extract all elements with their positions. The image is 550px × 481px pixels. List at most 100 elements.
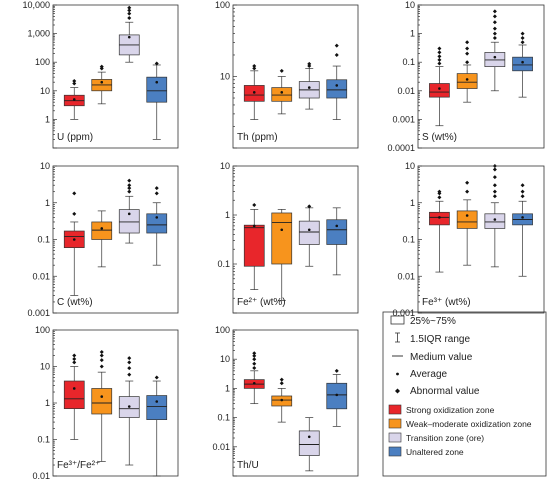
zone-label-weak-moderate: Weak–moderate oxidization zone: [406, 419, 532, 429]
legend-item-iqr-box: 25%~75%: [390, 315, 456, 327]
legend-zone-transition: Transition zone (ore): [388, 432, 484, 443]
plot-frame: [232, 4, 359, 149]
box-unaltered: [326, 43, 348, 120]
outlier-marker: [72, 353, 77, 358]
outlier-marker: [127, 189, 132, 194]
y-tick-label: 10,000: [22, 0, 50, 10]
y-tick-label: 100: [35, 57, 50, 67]
mean-marker: [252, 91, 256, 94]
box-unaltered: [326, 207, 348, 276]
box-strong: [243, 64, 265, 120]
outlier-marker: [492, 189, 497, 194]
outlier-marker: [520, 40, 525, 45]
outlier-marker: [127, 372, 132, 377]
y-tick-label: 0.1: [37, 435, 50, 445]
mean-marker: [335, 224, 339, 228]
iqr-box: [118, 209, 140, 234]
mean-marker: [72, 98, 76, 101]
y-tick-label: 0.01: [212, 442, 230, 452]
boxplot-panel: 1 10 100 1,000 10,000 U (ppm): [22, 0, 179, 149]
box-transition: [298, 204, 320, 267]
outlier-marker: [252, 357, 257, 362]
box-unaltered: [512, 31, 533, 98]
outlier-marker: [437, 189, 442, 194]
boxplot-panel: 0.001 0.01 0.1 1 10 C (wt%): [27, 161, 179, 318]
plot-frame: [232, 329, 359, 477]
box-transition: [484, 9, 506, 92]
boxplot-panel: 0.1 1 10 Fe²⁺ (wt%): [217, 161, 359, 314]
mean-marker: [127, 212, 131, 216]
box-unaltered: [326, 368, 348, 427]
mean-marker: [72, 387, 76, 390]
box-transition: [118, 5, 140, 63]
box-unaltered: [512, 183, 533, 277]
iqr-box: [326, 79, 348, 99]
panel-label: Th (ppm): [237, 132, 278, 143]
panel-label: S (wt%): [422, 132, 457, 143]
legend-item-whisker-range: 1.5IQR range: [395, 332, 470, 345]
outlier-marker: [252, 351, 257, 356]
outlier-marker: [127, 5, 132, 10]
outlier-marker: [252, 353, 257, 358]
outlier-marker: [252, 64, 257, 69]
zone-swatch-weak-moderate: [388, 418, 402, 429]
y-tick-label: 10: [405, 161, 415, 171]
outlier-marker: [127, 8, 132, 13]
y-tick-label: 10: [40, 362, 50, 372]
iqr-box: [326, 219, 348, 245]
iqr-box: [456, 210, 478, 229]
outlier-marker: [99, 353, 104, 358]
outlier-marker: [127, 366, 132, 371]
outlier-marker: [127, 183, 132, 188]
box-weak-moderate: [91, 64, 113, 105]
legend-item-average: Average: [396, 369, 448, 380]
y-tick-label: 0.001: [392, 308, 415, 318]
legend-label-average: Average: [410, 369, 448, 380]
box-transition: [118, 178, 140, 244]
box-transition: [118, 356, 140, 466]
iqr-box: [456, 73, 478, 89]
y-tick-label: 0.001: [392, 114, 415, 124]
outlier-marker: [492, 175, 497, 180]
outlier-marker: [99, 358, 104, 363]
box-weak-moderate: [91, 210, 113, 268]
outlier-marker: [72, 211, 77, 216]
outlier-marker: [334, 52, 339, 57]
y-tick-label: 0.1: [37, 235, 50, 245]
mean-marker: [280, 228, 284, 232]
outlier-marker: [492, 26, 497, 31]
zone-label-strong: Strong oxidization zone: [406, 405, 495, 415]
mean-marker: [127, 35, 131, 39]
outlier-marker: [492, 194, 497, 199]
box-strong: [243, 351, 265, 405]
legend-label-iqr-box: 25%~75%: [410, 316, 456, 327]
y-tick-label: 1: [45, 114, 50, 124]
outlier-diamond-icon: [395, 388, 400, 394]
mean-marker: [307, 86, 311, 89]
y-tick-label: 1: [410, 198, 415, 208]
outlier-marker: [520, 31, 525, 36]
box-unaltered: [146, 61, 168, 140]
legend-frame: [382, 311, 547, 477]
mean-marker: [438, 216, 441, 219]
mean-marker: [72, 238, 76, 241]
outlier-marker: [437, 61, 442, 66]
legend-label-median: Medium value: [410, 352, 473, 363]
outlier-marker: [154, 191, 159, 196]
y-tick-label: 1: [45, 398, 50, 408]
y-tick-label: 1: [410, 29, 415, 39]
outlier-marker: [492, 31, 497, 36]
y-tick-label: 1,000: [27, 29, 50, 39]
legend-zone-weak-moderate: Weak–moderate oxidization zone: [388, 418, 532, 429]
outlier-marker: [334, 368, 339, 373]
zone-swatch-strong: [388, 404, 402, 415]
y-tick-label: 0.01: [397, 271, 415, 281]
outlier-marker: [437, 46, 442, 51]
y-tick-label: 10: [220, 72, 230, 82]
outlier-marker: [127, 178, 132, 183]
plot-frame: [52, 329, 179, 477]
box-weak-moderate: [271, 68, 293, 115]
iqr-box: [512, 56, 533, 72]
box-weak-moderate: [91, 349, 113, 462]
